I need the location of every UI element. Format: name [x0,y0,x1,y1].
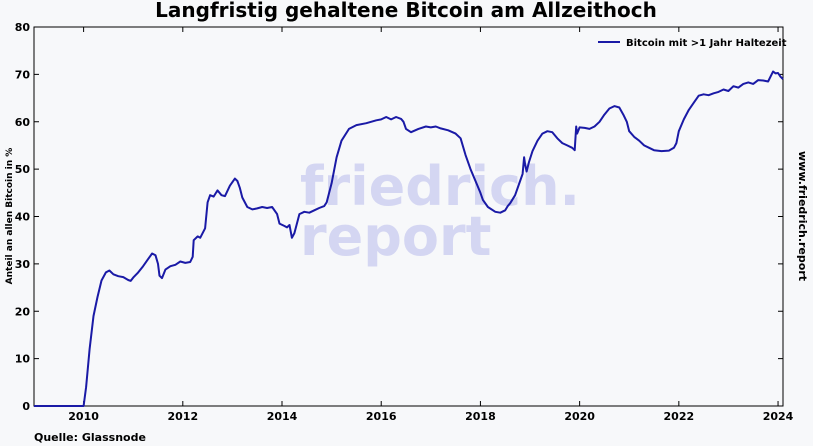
series-line [34,70,784,407]
watermark-line-2: report [300,205,491,268]
legend-label: Bitcoin mit >1 Jahr Haltezeit [626,38,787,49]
watermark-line-1: friedrich. [300,155,580,218]
y-tick-label: 30 [15,258,31,271]
x-tick-label: 2020 [564,410,595,423]
x-tick-label: 2022 [664,410,695,423]
y-tick-label: 10 [15,353,31,366]
y-tick-label: 50 [15,163,31,176]
side-url-text: www.friedrich.report [796,151,809,281]
y-axis-label: Anteil an allen Bitcoin in % [5,148,15,285]
x-tick-label: 2018 [465,410,496,423]
y-tick-label: 40 [15,211,31,224]
y-tick-label: 80 [15,21,31,34]
y-tick-label: 60 [15,116,31,129]
x-tick-label: 2024 [763,410,794,423]
x-tick-label: 2012 [167,410,198,423]
source-text: Quelle: Glassnode [34,431,146,444]
y-tick-label: 70 [15,68,31,81]
x-tick-label: 2014 [267,410,298,423]
y-tick-label: 0 [22,400,30,413]
x-tick-label: 2010 [68,410,99,423]
x-tick-label: 2016 [366,410,397,423]
y-tick-label: 20 [15,305,31,318]
plot-area: 0 10 20 30 40 50 60 70 80 2010 2012 2014 2016 2018 202… [15,21,794,423]
chart-title: Langfristig gehaltene Bitcoin am Allzeit… [155,0,657,22]
